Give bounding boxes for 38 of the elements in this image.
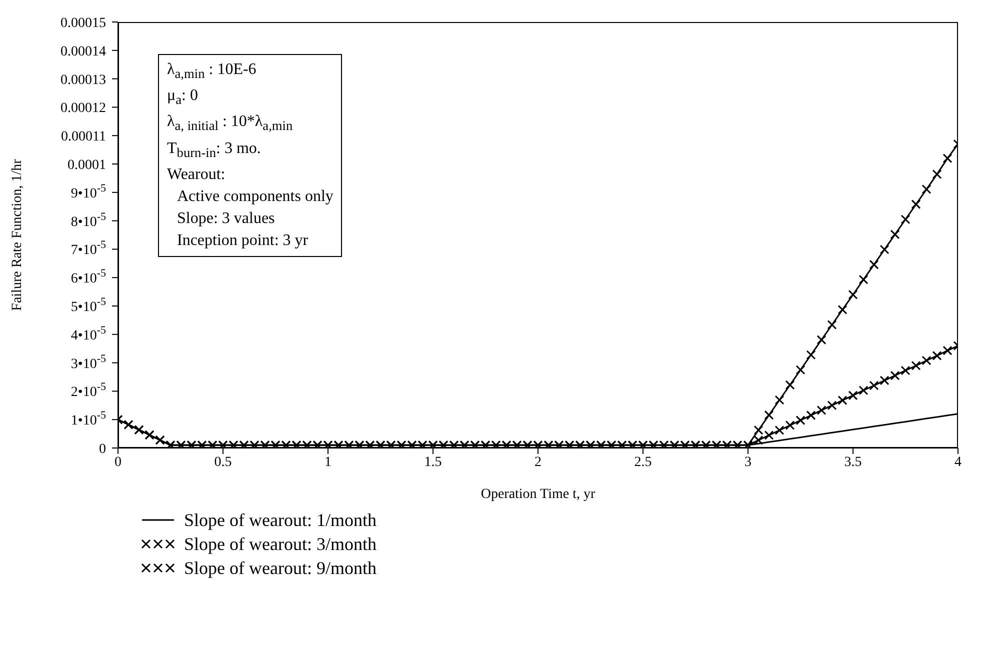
legend-label: Slope of wearout: 3/month [184, 534, 376, 554]
annotation: Active components only [176, 186, 334, 207]
annotation: T$_{burn-in}$: 3 mo. [167, 138, 262, 162]
annotation: Slope: 3 values [176, 208, 276, 229]
annotation: λ$_{a,min}$ : 10E-6 [167, 60, 258, 84]
y-tick-label: 4•10$^{-5}$ [70, 324, 106, 344]
x-axis-title: Operation Time t, yr [480, 487, 596, 502]
y-tick-label: 2•10$^{-5}$ [70, 381, 106, 400]
y-tick-label: 3•10$^{-5}$ [70, 352, 106, 372]
x-tick-label: 2 [534, 454, 542, 470]
x-tick-label: 1 [324, 454, 332, 470]
x-tick-label: 0.5 [214, 454, 232, 470]
annotation: μ$_{a}$: 0 [167, 86, 199, 110]
y-tick-label: 8•10$^{-5}$ [70, 210, 106, 230]
x-tick-label: 3 [744, 454, 752, 470]
legend-label: Slope of wearout: 9/month [184, 558, 376, 578]
x-tick-label: 2.5 [634, 454, 652, 470]
y-tick-label: 5•10$^{-5}$ [70, 296, 106, 315]
y-tick-label: 9•10$^{-5}$ [70, 182, 106, 202]
legend-label: Slope of wearout: 1/month [184, 510, 376, 530]
annotation: Wearout: [167, 164, 226, 185]
y-tick-label: 7•10$^{-5}$ [70, 239, 106, 258]
annotation: λ$_{a, initial}$ : 10*λ$_{a,min}$ [167, 112, 294, 136]
y-tick-label: 0.0001 [68, 158, 106, 173]
x-tick-label: 3.5 [844, 454, 862, 470]
x-tick-label: 1.5 [424, 454, 442, 470]
y-tick-label: 0.00012 [60, 101, 106, 116]
y-tick-label: 1•10$^{-5}$ [70, 410, 106, 429]
y-tick-label: 0.00015 [60, 16, 106, 31]
y-tick-label: 0.00013 [60, 72, 106, 88]
x-tick-label: 0 [114, 454, 122, 470]
x-tick-label: 4 [954, 454, 962, 470]
y-tick-label: 6•10$^{-5}$ [70, 268, 106, 287]
y-axis-title: Failure Rate Function, 1/hr [10, 158, 25, 311]
annotation: Inception point: 3 yr [176, 230, 310, 251]
y-tick-label: 0.00011 [61, 130, 106, 145]
y-tick-label: 0 [99, 442, 106, 457]
y-tick-label: 0.00014 [60, 44, 106, 60]
